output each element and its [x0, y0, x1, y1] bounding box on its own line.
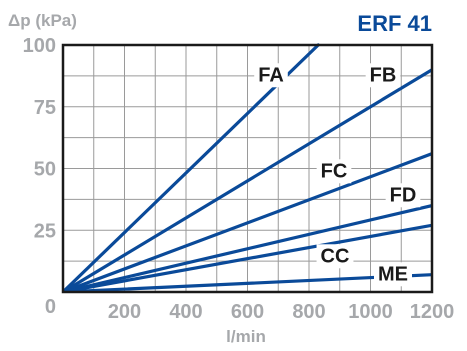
x-tick-label: 200 — [108, 301, 141, 323]
y-tick-label: 100 — [23, 35, 56, 57]
y-tick-label: 50 — [34, 159, 56, 181]
series-lines — [63, 43, 432, 292]
series-label-background — [316, 244, 354, 269]
series-line-fb — [63, 68, 432, 292]
series-line-cc — [63, 223, 432, 292]
x-tick-label: 400 — [169, 301, 202, 323]
y-tick-label: 75 — [34, 97, 56, 119]
x-tick-label: 1200 — [410, 301, 455, 323]
series-label-me: ME — [378, 263, 408, 285]
y-axis-label: Δp (kPa) — [8, 11, 77, 30]
plot-frame — [61, 43, 434, 294]
grid — [63, 45, 432, 292]
series-line-fc — [63, 152, 432, 292]
x-tick-label: 1000 — [348, 301, 393, 323]
series-label-fc: FC — [321, 160, 348, 182]
tick-labels: 0 25 50 75 100 200 400 600 800 1000 1200 — [23, 35, 455, 323]
series-label-background — [316, 159, 352, 184]
series-label-background — [385, 183, 421, 208]
y-tick-label: 25 — [34, 220, 56, 242]
series-label-background — [374, 262, 412, 287]
x-axis-label: l/min — [226, 327, 266, 346]
series-label-fb: FB — [370, 64, 397, 86]
series-label-cc: CC — [321, 245, 350, 267]
series-label-fa: FA — [258, 64, 284, 86]
series-label-fd: FD — [390, 184, 417, 206]
series-label-background — [254, 63, 288, 88]
series-label-background — [365, 63, 401, 88]
series-labels: FA FB FC FD CC ME — [254, 63, 421, 287]
series-line-me — [63, 273, 432, 292]
x-tick-label: 800 — [292, 301, 325, 323]
series-line-fd — [63, 203, 432, 292]
chart-title: ERF 41 — [357, 11, 432, 36]
y-tick-label: 0 — [45, 296, 56, 318]
x-tick-label: 600 — [231, 301, 264, 323]
